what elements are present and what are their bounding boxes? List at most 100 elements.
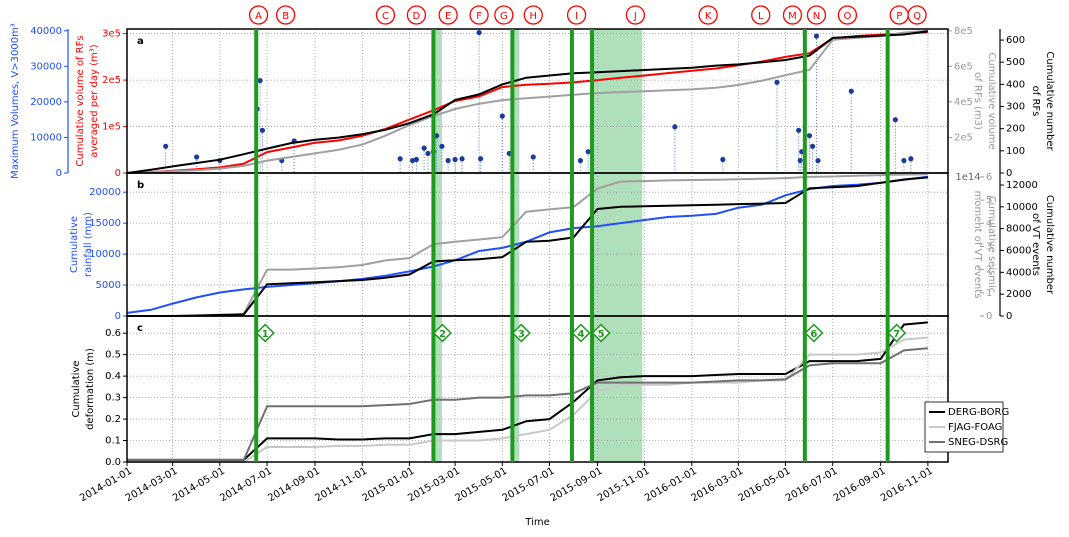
x-tick-label: 2015-03-01 <box>406 466 462 505</box>
marker-label: I <box>575 11 578 22</box>
x-tick-label: 2015-09-01 <box>549 466 605 505</box>
point <box>774 79 780 85</box>
point <box>397 156 403 162</box>
marker-badge <box>438 5 458 25</box>
event-badge <box>511 323 531 343</box>
event-label: 2 <box>439 329 446 340</box>
y-tick-label: 10000 <box>89 249 121 260</box>
y-tick-label: 1 <box>986 288 992 299</box>
x-tick-label: 2014-09-01 <box>266 466 322 505</box>
y-tick-label: 20000 <box>89 187 121 198</box>
series-line <box>126 31 928 174</box>
marker-label: J <box>633 11 637 22</box>
y-tick-label: 0.2 <box>105 414 121 425</box>
marker-label: N <box>813 11 820 22</box>
marker-badge <box>469 5 489 25</box>
axis-label: deformation (m) <box>85 348 96 430</box>
axis-offset-label: 1e14 <box>955 172 980 183</box>
point <box>585 149 591 155</box>
y-tick-label: 3 <box>986 241 992 252</box>
x-tick-label: 2016-07-01 <box>784 466 840 505</box>
x-tick-label: 2015-05-01 <box>453 466 509 505</box>
marker-label: C <box>382 11 389 22</box>
marker-label: Q <box>913 11 921 22</box>
axis-label: Maximum Volumes, V>3000m³ <box>10 23 21 179</box>
x-tick-label: 2016-05-01 <box>737 466 793 505</box>
event-badge <box>432 323 452 343</box>
legend-label: DERG-BORG <box>948 407 1009 418</box>
marker-label: M <box>788 11 797 22</box>
marker-badge <box>248 5 269 25</box>
point <box>813 33 820 39</box>
y-tick-label: 4000 <box>1006 267 1031 278</box>
x-tick-label: 2014-03-01 <box>124 466 180 505</box>
panel-label: c <box>137 323 143 334</box>
series-line <box>126 175 929 314</box>
point <box>720 156 726 163</box>
marker-badge <box>406 5 427 25</box>
marker-label: A <box>255 11 262 22</box>
y-tick-label: 2 <box>986 265 992 276</box>
event-label: 1 <box>262 329 269 340</box>
marker-label: H <box>529 11 537 22</box>
y-tick-label: 1e5 <box>102 122 121 133</box>
event-badge <box>591 323 611 343</box>
y-tick-label: 400 <box>1006 79 1025 90</box>
y-tick-label: 600 <box>1006 35 1025 46</box>
axis-label: Cumulative volume <box>986 52 997 149</box>
x-tick-label: 2015-11-01 <box>596 466 652 505</box>
point <box>672 124 678 130</box>
marker-badge <box>907 5 927 25</box>
y-tick-label: 0 <box>1006 168 1012 179</box>
y-tick-label: 0 <box>115 168 121 179</box>
y-tick-label: 3e5 <box>102 29 121 40</box>
axis-label: of RFs (m3) <box>972 72 983 130</box>
axis-label: averaged per day (m³) <box>89 44 100 157</box>
y-tick-label: 0.0 <box>105 457 121 468</box>
x-tick-label: 2015-07-01 <box>501 466 557 505</box>
y-tick-label: 0.4 <box>105 371 121 382</box>
point <box>848 88 854 94</box>
y-tick-label: 200 <box>1006 124 1025 135</box>
axis-label: Cumulative number <box>1044 51 1055 151</box>
marker-label: L <box>758 11 764 22</box>
marker-label: K <box>705 11 712 22</box>
y-tick-label: 300 <box>1006 102 1025 113</box>
event-badge <box>571 323 591 343</box>
series-line <box>127 173 928 317</box>
y-tick-label: 2000 <box>1006 289 1031 300</box>
event-label: 4 <box>577 329 584 340</box>
y-tick-label: 0 <box>115 311 121 322</box>
axis-label: of RFs <box>1030 86 1041 117</box>
y-tick-label: 6000 <box>1006 246 1031 257</box>
marker-label: P <box>896 11 902 22</box>
y-tick-label: 0.3 <box>105 393 121 404</box>
point <box>476 29 482 36</box>
y-tick-label: 6 <box>986 172 992 183</box>
x-axis-label: Time <box>524 517 549 528</box>
axis-label: Cumulative seismic <box>986 196 997 294</box>
y-tick-label: 15000 <box>89 218 121 229</box>
y-tick-label: 5 <box>986 195 992 206</box>
marker-label: B <box>282 11 289 22</box>
marker-badge <box>523 5 543 25</box>
point <box>809 143 816 149</box>
x-tick-label: 2014-05-01 <box>171 466 227 505</box>
shaded-period <box>433 29 442 462</box>
y-tick-label: 0 <box>1006 311 1012 322</box>
series-line <box>127 347 928 461</box>
series-line <box>127 321 928 461</box>
marker-badge <box>837 5 858 25</box>
point <box>478 156 484 162</box>
point <box>530 154 536 160</box>
point <box>577 157 584 164</box>
point <box>499 113 505 119</box>
point <box>452 156 458 163</box>
marker-badge <box>625 5 646 25</box>
axis-label: Cumulative <box>71 360 82 417</box>
series-line <box>127 176 928 317</box>
point <box>439 143 445 149</box>
series-line <box>126 30 929 174</box>
y-tick-label: 10000 <box>1006 202 1038 213</box>
